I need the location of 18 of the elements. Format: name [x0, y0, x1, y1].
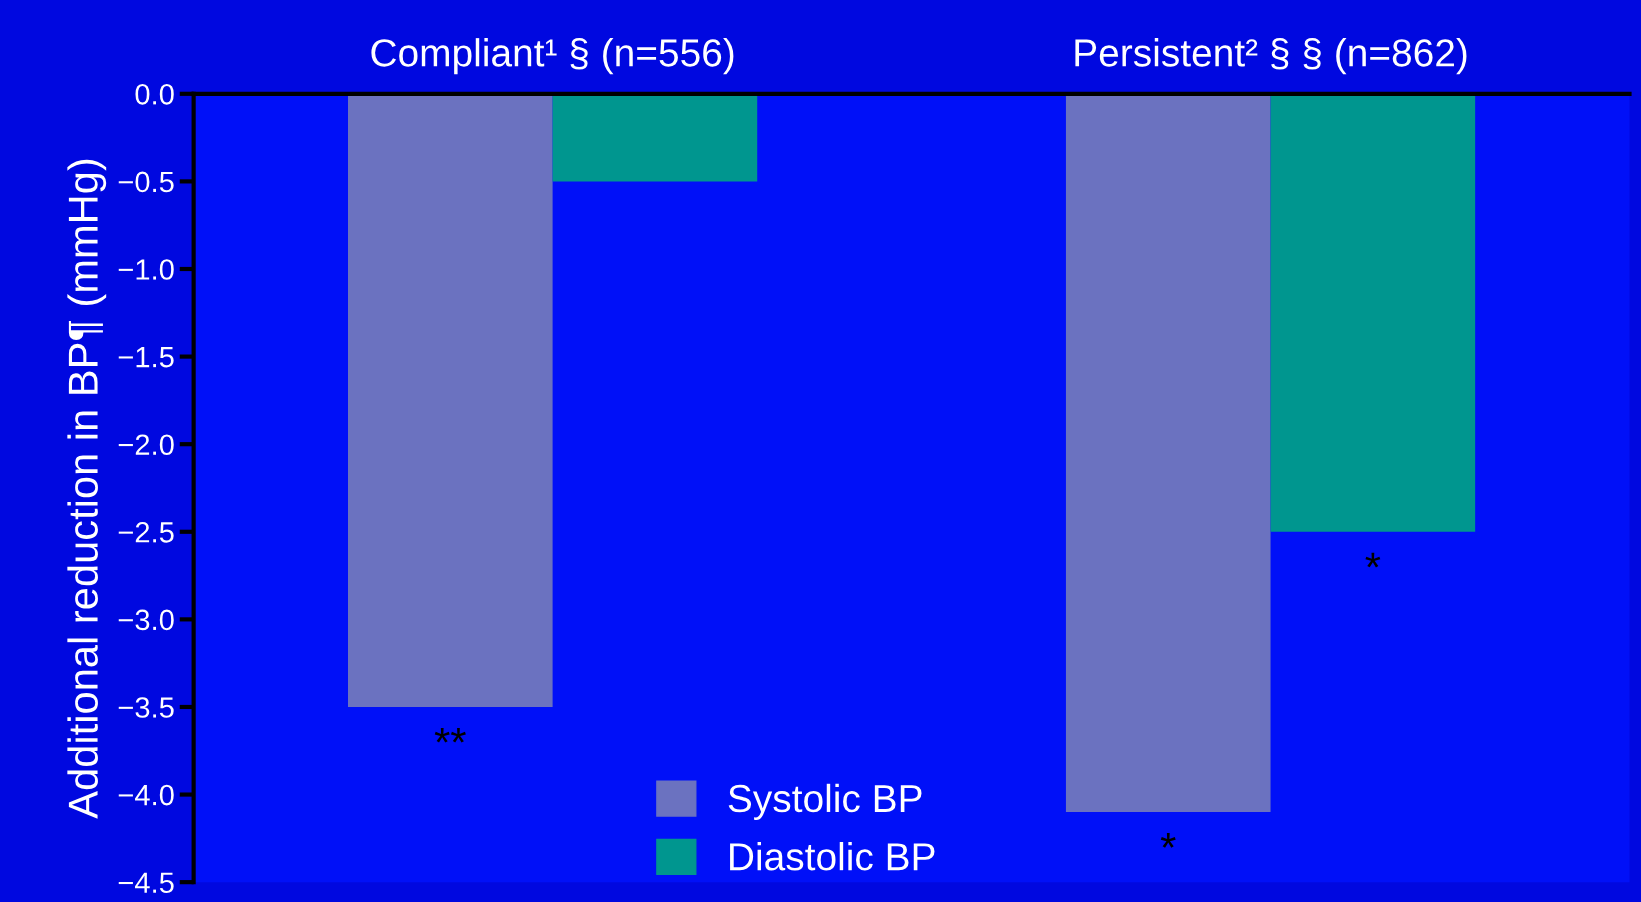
y-tick-label: −2.0 — [118, 434, 174, 456]
y-tick-label: −3.5 — [118, 697, 174, 718]
x-tick-label: Compliant¹ § (n=556) — [371, 38, 734, 75]
annotation: ** — [434, 727, 466, 743]
y-axis-title: Additional reduction in BP¶ (mmHg) — [67, 159, 107, 819]
legend-label: Diastolic BP — [730, 842, 935, 871]
annotation: * — [1160, 833, 1176, 848]
y-tick-label: −1.5 — [118, 347, 174, 368]
y-tick-label: −4.0 — [118, 784, 174, 806]
x-tick-label: Persistent² § § (n=862) — [1075, 38, 1467, 75]
y-tick-label: 0.0 — [135, 84, 174, 105]
y-tick-label: −4.5 — [118, 872, 174, 894]
y-tick-label: −2.5 — [118, 521, 174, 543]
y-tick-label: −3.0 — [118, 609, 174, 631]
legend-label: Systolic BP — [728, 783, 922, 821]
annotation: * — [1365, 552, 1381, 568]
y-tick-label: −0.5 — [118, 171, 174, 193]
y-tick-label: −1.0 — [118, 259, 174, 280]
